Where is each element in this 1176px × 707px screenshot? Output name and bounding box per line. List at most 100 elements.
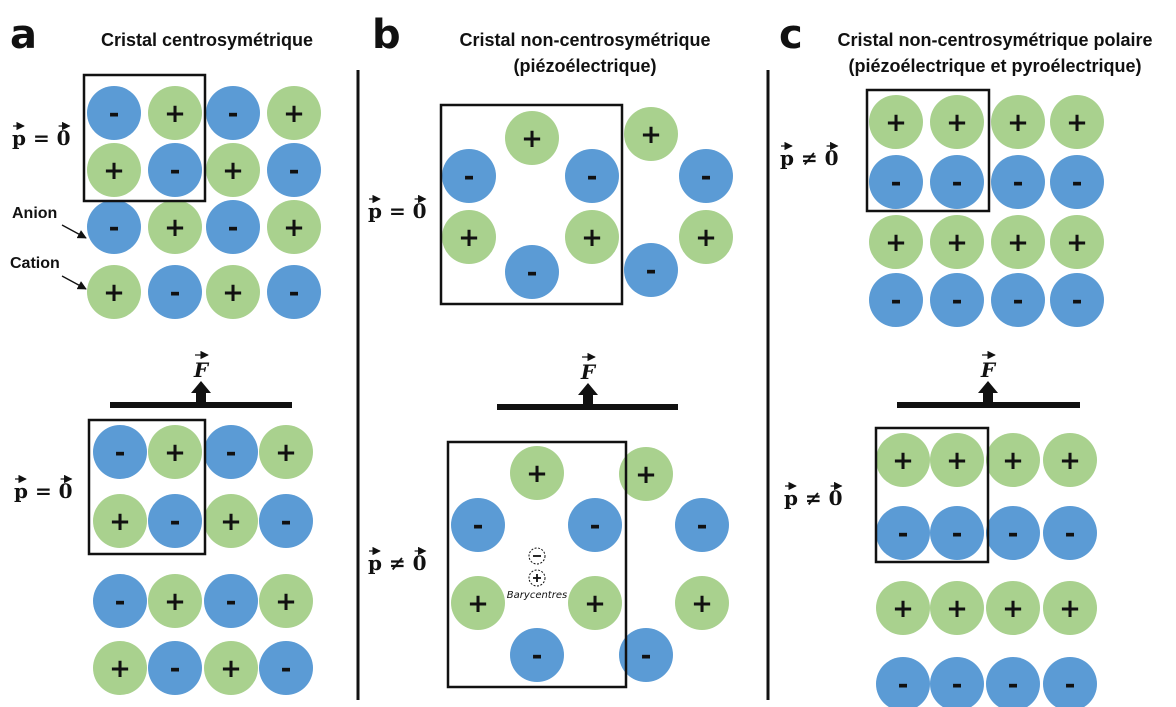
c-bot-ion-r2c3: - (986, 506, 1040, 560)
b-top-ion-9: + (679, 210, 733, 264)
c-bot-ion-r2c4: - (1043, 506, 1097, 560)
b-top-ion-5-sign: + (581, 223, 603, 253)
c-top-ion-r2c2: - (930, 155, 984, 209)
a-top-ion-r1c4-disc (267, 86, 321, 140)
a-bot-ion-r1c2-disc (148, 425, 202, 479)
b-force-force-label: F (580, 360, 597, 384)
c-bot-polarization-text: p ≠ 0 (784, 486, 843, 510)
b-top-ion-1-sign: + (521, 124, 543, 154)
b-bot-ion-1-disc (510, 446, 564, 500)
b-top-ion-3: - (565, 149, 619, 203)
cation-label: Cation (10, 255, 60, 272)
panel-b-letter: b (372, 12, 401, 58)
a-bot-ion-r2c2: - (148, 494, 202, 548)
b-top-ion-8-sign: - (701, 162, 712, 192)
a-bot-polarization-text: p = 0 (14, 479, 73, 503)
a-bot-ion-r3c4-disc (259, 574, 313, 628)
a-top-ion-r3c1-sign: - (109, 213, 120, 243)
a-top-ion-r2c3: + (206, 143, 260, 197)
b-bot-ion-7-disc (619, 447, 673, 501)
c-top-ion-r4c4: - (1050, 273, 1104, 327)
a-top-ion-r2c3-disc (206, 143, 260, 197)
c-top-ion-r1c2-sign: + (946, 108, 968, 138)
c-bot-ion-r1c1-sign: + (892, 446, 914, 476)
a-bot-ion-r1c4-disc (259, 425, 313, 479)
c-top-ion-r2c2-sign: - (952, 168, 963, 198)
b-top-ion-1-disc (505, 111, 559, 165)
a-top-ion-r2c1-sign: + (103, 156, 125, 186)
a-top-ion-r3c3: - (206, 200, 260, 254)
a-bot-ion-r1c1-sign: - (115, 438, 126, 468)
panel-b-title-line2: (piézoélectrique) (513, 56, 656, 76)
c-bot-ion-r3c4-sign: + (1059, 594, 1081, 624)
b-bot-ion-4-sign: + (467, 589, 489, 619)
a-top-ion-r3c2-disc (148, 200, 202, 254)
c-top-ion-r3c2-disc (930, 215, 984, 269)
c-bot-ion-r1c4-disc (1043, 433, 1097, 487)
a-bot-ion-r1c3: - (204, 425, 258, 479)
a-top-ion-r4c1-sign: + (103, 278, 125, 308)
b-top-ion-6-sign: - (527, 258, 538, 288)
c-bot-ion-r2c2-disc (930, 506, 984, 560)
b-bot-ion-9-sign: + (691, 589, 713, 619)
a-bot-ion-r4c2-sign: - (170, 654, 181, 684)
a-bot-ion-r2c1: + (93, 494, 147, 548)
b-bot-ion-7-sign: + (635, 460, 657, 490)
b-top-unit-cell (439, 103, 624, 306)
c-top-ion-r2c1: - (869, 155, 923, 209)
c-top-ion-r2c4: - (1050, 155, 1104, 209)
c-bot-ion-r3c4: + (1043, 581, 1097, 635)
a-top-ion-r3c1: - (87, 200, 141, 254)
b-bot-ion-9: + (675, 576, 729, 630)
b-top-ion-7-disc (624, 107, 678, 161)
c-bot-ion-r4c4-sign: - (1065, 670, 1076, 700)
a-bot-ion-r4c1-disc (93, 641, 147, 695)
b-top-ion-2-disc (442, 149, 496, 203)
a-bot-ion-r3c3: - (204, 574, 258, 628)
c-top-ion-r4c2-disc (930, 273, 984, 327)
c-top-ion-r1c3: + (991, 95, 1045, 149)
c-bot-ion-r3c2: + (930, 581, 984, 635)
a-top-ion-r2c2-disc (148, 143, 202, 197)
b-top-ion-9-sign: + (695, 223, 717, 253)
c-top-ion-r1c4: + (1050, 95, 1104, 149)
c-bot-ion-r1c1-disc (876, 433, 930, 487)
panel-a-letter: a (10, 12, 37, 58)
a-top-ion-r4c4-sign: - (289, 278, 300, 308)
a-top-ion-r2c1: + (87, 143, 141, 197)
a-bot-ion-r4c2-disc (148, 641, 202, 695)
b-top-ion-1: + (505, 111, 559, 165)
b-top-ion-6: - (505, 245, 559, 299)
c-bot-ion-r4c4: - (1043, 657, 1097, 707)
b-bot-ion-6: - (510, 628, 564, 682)
c-bot-ion-r1c1: + (876, 433, 930, 487)
b-bot-ion-2: - (451, 498, 505, 552)
b-bot-ion-2-disc (451, 498, 505, 552)
a-bot-ion-r4c1: + (93, 641, 147, 695)
c-bot-ion-r2c4-sign: - (1065, 519, 1076, 549)
c-bot-ion-r3c3-sign: + (1002, 594, 1024, 624)
a-top-ion-r2c4: - (267, 143, 321, 197)
a-bot-ion-r4c3-sign: + (220, 654, 242, 684)
a-top-ion-r1c1-disc (87, 86, 141, 140)
c-bot-ion-r3c1: + (876, 581, 930, 635)
c-bot-ion-r3c3-disc (986, 581, 1040, 635)
c-bot-ion-r1c2-sign: + (946, 446, 968, 476)
a-bot-ion-r1c1-disc (93, 425, 147, 479)
panel-b-title-line1: Cristal non-centrosymétrique (459, 30, 710, 50)
b-bot-ion-3-sign: - (590, 511, 601, 541)
c-bot-ion-r2c4-disc (1043, 506, 1097, 560)
c-force-force-label: F (980, 358, 997, 382)
b-top-ion-3-sign: - (587, 162, 598, 192)
c-bot-ion-r3c2-sign: + (946, 594, 968, 624)
b-bot-ion-10: - (619, 628, 673, 682)
a-top-ion-r3c4: + (267, 200, 321, 254)
b-top-ion-9-disc (679, 210, 733, 264)
b-top-polarization: p = 0 (368, 194, 427, 223)
a-top-ion-r2c1-disc (87, 143, 141, 197)
b-bot-ion-7: + (619, 447, 673, 501)
c-top-ion-r3c1-sign: + (885, 228, 907, 258)
c-bot-ion-r3c3: + (986, 581, 1040, 635)
c-top-polarization-text: p ≠ 0 (780, 146, 839, 170)
